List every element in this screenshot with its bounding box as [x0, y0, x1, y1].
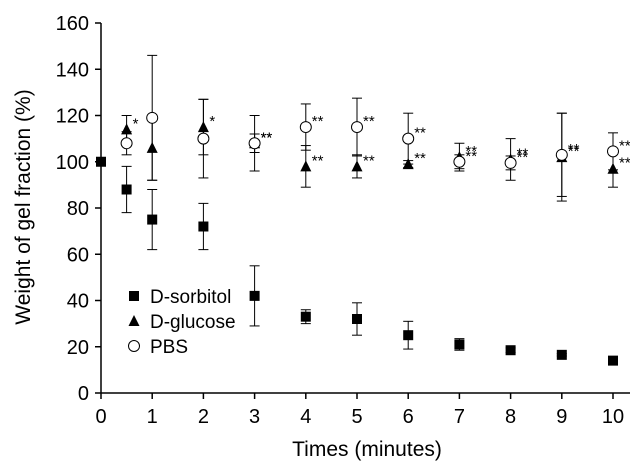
pbs-point — [351, 121, 363, 134]
d-sorbitol-point — [249, 290, 260, 301]
pbs-significance-label: ** — [568, 141, 580, 158]
legend-marker-d-glucose — [128, 315, 140, 326]
x-tick-label: 9 — [556, 406, 567, 428]
pbs-significance-label: ** — [517, 149, 529, 166]
y-tick-label: 60 — [67, 244, 89, 266]
d-glucose-significance-label: ** — [261, 129, 273, 146]
d-sorbitol-point — [352, 314, 362, 324]
x-tick-label: 10 — [602, 406, 624, 428]
y-tick-label: 140 — [56, 59, 89, 81]
pbs-point — [120, 137, 133, 150]
d-glucose-point — [121, 123, 133, 135]
x-axis-ticks: 0 1 2 3 4 5 6 7 8 9 10 — [95, 393, 624, 428]
y-tick-label: 40 — [67, 291, 89, 313]
y-tick-label: 0 — [78, 383, 89, 405]
pbs-point — [453, 155, 466, 168]
d-glucose-significance-label: ** — [414, 150, 426, 167]
pbs-significance-label: ** — [465, 148, 477, 165]
pbs-point — [607, 145, 619, 158]
y-tick-label: 20 — [67, 337, 89, 359]
d-sorbitol-point — [300, 311, 311, 322]
y-tick-label: 160 — [56, 13, 89, 35]
d-sorbitol-point — [505, 345, 516, 356]
d-glucose-point — [351, 160, 363, 172]
legend-marker-pbs — [128, 340, 140, 352]
data-markers — [96, 111, 619, 366]
chart-legend: D-sorbitol D-glucose PBS — [128, 287, 236, 358]
d-glucose-significance-label: * — [133, 115, 139, 132]
pbs-significance-label: ** — [414, 125, 426, 142]
x-axis-title: Times (minutes) — [292, 438, 442, 461]
d-glucose-significance-label: ** — [363, 152, 375, 169]
pbs-significance-label: ** — [312, 113, 324, 130]
d-sorbitol-point — [454, 339, 465, 350]
d-glucose-point — [197, 121, 209, 133]
x-tick-label: 4 — [300, 406, 311, 428]
d-glucose-significance-label: ** — [517, 145, 529, 162]
d-glucose-point — [146, 141, 158, 153]
d-glucose-significance-label: ** — [619, 155, 630, 172]
y-tick-label: 120 — [56, 106, 89, 128]
d-sorbitol-point — [147, 214, 158, 225]
d-glucose-significance-label: ** — [465, 143, 477, 160]
pbs-significance-label: ** — [363, 113, 375, 130]
x-tick-label: 3 — [249, 406, 260, 428]
pbs-point — [504, 156, 517, 169]
legend-label-pbs: PBS — [150, 337, 188, 358]
y-axis-title: Weight of gel fraction (%) — [12, 89, 35, 324]
d-sorbitol-point — [96, 156, 106, 167]
d-glucose-significance-label: ** — [568, 143, 580, 160]
pbs-point — [555, 148, 568, 161]
x-tick-label: 8 — [505, 406, 516, 428]
x-tick-label: 7 — [454, 406, 465, 428]
y-axis-ticks: 0 20 40 60 80 100 120 140 160 — [56, 13, 101, 405]
d-sorbitol-point — [198, 221, 209, 232]
pbs-point — [197, 132, 210, 145]
legend-label-d-sorbitol: D-sorbitol — [150, 287, 231, 308]
x-tick-label: 5 — [351, 406, 362, 428]
d-glucose-point — [607, 162, 619, 174]
d-glucose-significance-label: * — [209, 113, 215, 130]
x-tick-label: 2 — [198, 406, 209, 428]
x-tick-label: 6 — [403, 406, 414, 428]
d-glucose-point — [300, 160, 312, 172]
significance-labels: * ***** ** ** ** ** ******** ****** ** ** ** — [133, 113, 630, 172]
x-tick-label: 0 — [95, 406, 106, 428]
pbs-point — [402, 132, 415, 145]
d-glucose-significance-label: ** — [312, 152, 324, 169]
d-sorbitol-point — [403, 330, 414, 341]
y-tick-label: 80 — [67, 198, 89, 220]
pbs-point — [299, 121, 312, 134]
pbs-point — [248, 137, 261, 150]
d-sorbitol-point — [121, 184, 132, 195]
pbs-significance-label: ** — [261, 129, 273, 146]
legend-label-d-glucose: D-glucose — [150, 312, 236, 333]
d-sorbitol-point — [608, 355, 618, 366]
d-sorbitol-point — [556, 349, 567, 360]
y-tick-label: 100 — [56, 152, 89, 174]
d-glucose-point — [402, 158, 414, 170]
x-tick-label: 1 — [147, 406, 158, 428]
pbs-significance-label: ** — [619, 137, 630, 154]
legend-marker-d-sorbitol — [129, 291, 139, 301]
pbs-point — [146, 111, 159, 124]
